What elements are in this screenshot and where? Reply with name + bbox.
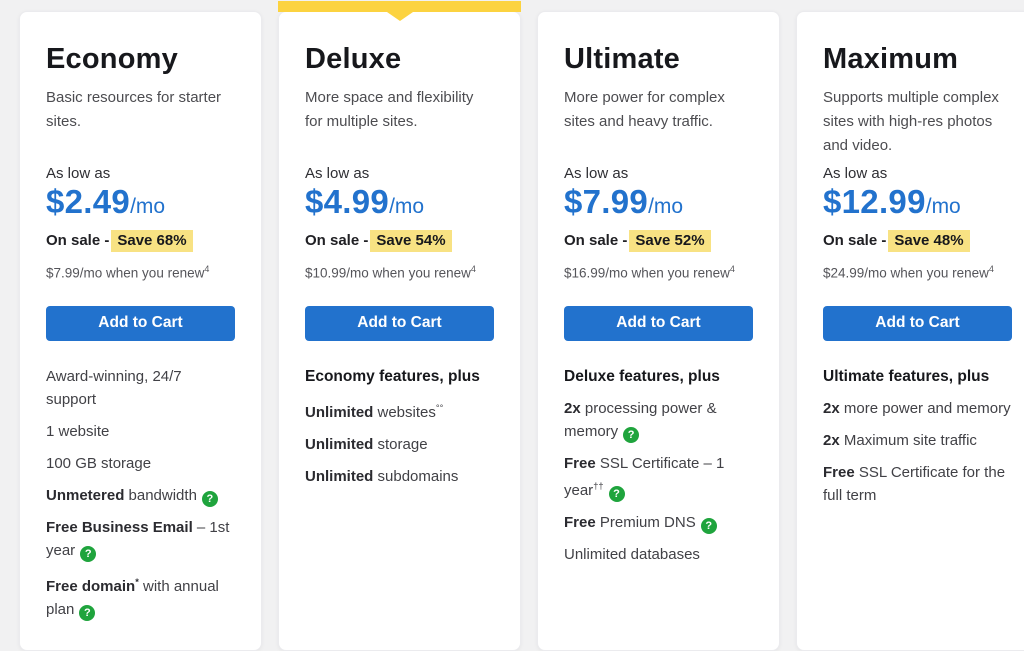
features-list: Award-winning, 24/7 support 1 website 100 … [46, 365, 235, 621]
feature-item: 1 website [46, 422, 110, 440]
plan-price: $2.49 [46, 183, 131, 220]
plan-name: Economy [46, 43, 178, 75]
as-low-as-label: As low as [823, 165, 888, 182]
add-to-cart-button[interactable]: Add to Cart [564, 305, 753, 341]
add-to-cart-button[interactable]: Add to Cart [46, 305, 235, 341]
on-sale-label: On sale - [823, 232, 887, 249]
feature-item: Unmetered bandwidth? [46, 484, 235, 507]
features-list: Economy features, plus Unlimited websites… [305, 365, 494, 488]
feature-item: Free SSL Certificate for the full term [823, 463, 1006, 504]
footnote-superscript: 4 [988, 264, 994, 274]
as-low-as-label: As low as [46, 165, 111, 182]
price-period: /mo [925, 195, 961, 218]
price-period: /mo [389, 195, 425, 218]
on-sale-text: On sale - Save 68% [46, 230, 235, 252]
help-icon[interactable]: ? [623, 426, 640, 443]
plan-tagline: More space and flexibility for multiple … [305, 89, 474, 130]
on-sale-label: On sale - [46, 232, 110, 249]
feature-item: Free domain* with annual plan? [46, 576, 219, 621]
most-popular-banner [278, 1, 521, 21]
feature-item: Free SSL Certificate – 1 year††? [564, 454, 725, 502]
plan-card-ultimate: Ultimate More power for complex sites an… [537, 11, 780, 651]
feature-item: Unlimited subdomains [305, 467, 459, 485]
plan-card-deluxe: Deluxe More space and flexibility for mu… [278, 1, 521, 651]
plan-name: Ultimate [564, 43, 681, 75]
renewal-price-note: $7.99/mo when you renew4 [46, 264, 210, 281]
features-heading: Economy features, plus [305, 367, 480, 385]
save-badge: Save 68% [111, 230, 193, 252]
help-icon[interactable]: ? [79, 604, 96, 621]
renewal-price-note: $10.99/mo when you renew4 [305, 264, 476, 281]
add-to-cart-button[interactable]: Add to Cart [305, 305, 494, 341]
footnote-superscript: 4 [204, 264, 210, 274]
features-heading: Deluxe features, plus [564, 367, 720, 385]
plan-tagline: Supports multiple complex sites with hig… [823, 89, 999, 154]
renewal-price-note: $16.99/mo when you renew4 [564, 264, 735, 281]
plan-card-maximum: Maximum Supports multiple complex sites … [796, 11, 1024, 651]
feature-item: 2x Maximum site traffic [823, 431, 977, 449]
feature-item: Award-winning, 24/7 support [46, 367, 182, 408]
price-period: /mo [648, 195, 684, 218]
feature-item: Free Business Email – 1st year? [46, 518, 230, 562]
feature-item: Unlimited databases [564, 545, 700, 563]
on-sale-text: On sale - Save 54% [305, 230, 494, 252]
help-icon[interactable]: ? [201, 490, 218, 507]
on-sale-text: On sale - Save 52% [564, 230, 753, 252]
plan-price: $7.99 [564, 183, 649, 220]
plan-card-economy: Economy Basic resources for starter site… [19, 11, 262, 651]
save-badge: Save 48% [888, 230, 970, 252]
plan-price: $4.99 [305, 183, 390, 220]
price-line: $4.99/mo [305, 184, 494, 227]
plan-tagline: Basic resources for starter sites. [46, 89, 222, 130]
on-sale-text: On sale - Save 48% [823, 230, 1012, 252]
add-to-cart-button[interactable]: Add to Cart [823, 305, 1012, 341]
price-line: $2.49/mo [46, 184, 235, 227]
price-line: $7.99/mo [564, 184, 753, 227]
price-line: $12.99/mo [823, 184, 1012, 227]
on-sale-label: On sale - [564, 232, 628, 249]
save-badge: Save 54% [370, 230, 452, 252]
feature-item: Free Premium DNS? [564, 511, 753, 534]
renewal-price-note: $24.99/mo when you renew4 [823, 264, 994, 281]
save-badge: Save 52% [629, 230, 711, 252]
feature-item: Unlimited storage [305, 435, 428, 453]
plan-price: $12.99 [823, 183, 926, 220]
pricing-plans: Economy Basic resources for starter site… [19, 1, 1024, 651]
plan-tagline: More power for complex sites and heavy t… [564, 89, 725, 130]
as-low-as-label: As low as [305, 165, 370, 182]
help-icon[interactable]: ? [80, 545, 97, 562]
on-sale-label: On sale - [305, 232, 369, 249]
price-period: /mo [130, 195, 166, 218]
feature-item: 2x processing power & memory? [564, 399, 717, 443]
plan-name: Maximum [823, 43, 959, 75]
features-list: Deluxe features, plus 2x processing power… [564, 365, 753, 566]
footnote-superscript: 4 [470, 264, 476, 274]
features-heading: Ultimate features, plus [823, 367, 990, 385]
plan-name: Deluxe [305, 43, 402, 75]
help-icon[interactable]: ? [608, 485, 625, 502]
feature-item: 2x more power and memory [823, 399, 1011, 417]
feature-item: 100 GB storage [46, 454, 152, 472]
help-icon[interactable]: ? [700, 517, 717, 534]
features-list: Ultimate features, plus 2x more power and… [823, 365, 1012, 507]
as-low-as-label: As low as [564, 165, 629, 182]
feature-item: Unlimited websites°° [305, 402, 444, 421]
footnote-superscript: 4 [729, 264, 735, 274]
